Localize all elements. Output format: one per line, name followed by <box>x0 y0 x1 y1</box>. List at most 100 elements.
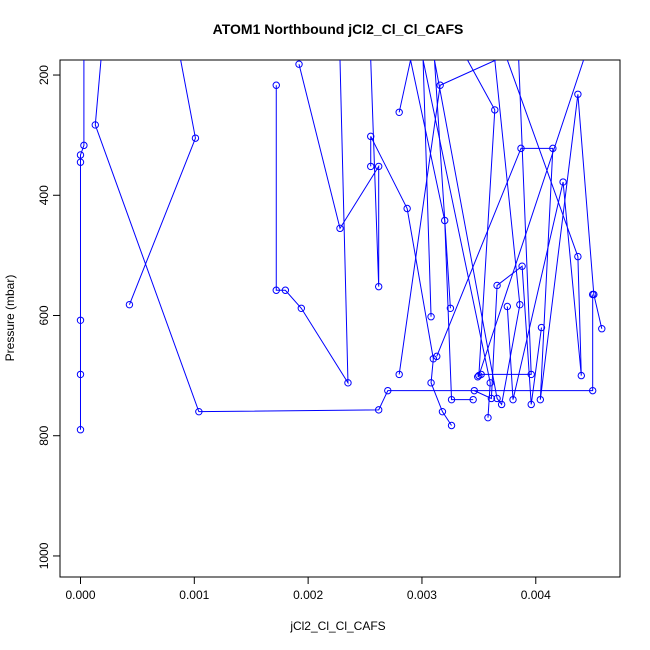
series-2 <box>91 60 597 416</box>
series-6 <box>367 132 456 430</box>
data-point <box>518 262 526 270</box>
data-point <box>125 300 134 309</box>
series-3 <box>125 60 200 309</box>
y-axis-label: Pressure (mbar) <box>3 275 17 362</box>
data-point <box>517 144 525 153</box>
data-point <box>295 60 303 68</box>
series-14 <box>503 60 585 404</box>
series-line <box>467 60 585 376</box>
series-line <box>275 60 349 385</box>
data-point <box>503 302 512 311</box>
data-point <box>536 395 545 404</box>
series-line <box>398 60 497 375</box>
data-point <box>516 300 524 309</box>
series-8 <box>395 60 497 379</box>
series-line <box>370 136 452 426</box>
data-point <box>395 108 403 117</box>
series-line <box>436 94 603 400</box>
series-15 <box>467 60 585 380</box>
x-tick-label: 0.001 <box>179 588 209 602</box>
data-point <box>367 132 375 141</box>
data-point <box>76 151 85 159</box>
data-point <box>395 370 403 379</box>
y-tick-label: 400 <box>37 185 51 205</box>
data-point <box>91 121 99 129</box>
data-point <box>491 106 499 114</box>
y-axis: 200 400 600 800 1000 <box>37 65 60 569</box>
data-point <box>272 81 280 89</box>
data-point <box>497 400 506 409</box>
chart-title: ATOM1 Northbound jCl2_Cl_Cl_CAFS <box>213 21 464 37</box>
data-point <box>297 304 305 312</box>
data-point <box>493 394 501 403</box>
data-point <box>272 286 280 294</box>
series-line <box>477 60 532 378</box>
data-point <box>80 141 88 150</box>
series-5 <box>295 60 383 291</box>
data-point <box>537 323 546 332</box>
series-12 <box>470 262 546 409</box>
x-axis-label: jCl2_Cl_Cl_CAFS <box>289 619 385 633</box>
data-point <box>195 407 203 416</box>
data-point <box>470 386 479 395</box>
data-point <box>433 352 441 361</box>
data-point <box>344 379 352 387</box>
data-point <box>577 371 585 380</box>
data-point <box>598 325 606 333</box>
data-point <box>427 379 435 387</box>
series-line <box>79 60 85 430</box>
data-point <box>281 286 290 294</box>
x-tick-label: 0.003 <box>407 588 437 602</box>
x-axis: 0.000 0.001 0.002 0.003 0.004 <box>65 577 551 602</box>
data-point <box>486 379 494 387</box>
data-point <box>469 395 477 404</box>
data-point <box>590 290 598 299</box>
series-line <box>94 60 594 413</box>
data-point <box>191 134 200 142</box>
data-point <box>509 395 517 404</box>
series-13 <box>474 60 535 381</box>
series-1 <box>76 60 88 434</box>
data-point <box>367 162 375 171</box>
data-point <box>438 407 447 416</box>
y-tick-label: 800 <box>37 425 51 445</box>
data-point <box>574 252 582 261</box>
data-point <box>493 281 501 290</box>
data-point <box>447 395 456 404</box>
series-line <box>433 60 521 406</box>
data-point <box>447 421 456 430</box>
y-tick-label: 600 <box>37 305 51 325</box>
x-tick-label: 0.004 <box>521 588 551 602</box>
y-tick-label: 1000 <box>37 542 51 569</box>
series-10 <box>433 60 524 409</box>
data-point <box>487 394 496 403</box>
data-point <box>403 204 411 213</box>
data-point <box>527 370 535 379</box>
series-line <box>128 60 196 305</box>
plot-frame <box>59 59 621 578</box>
data-point <box>559 178 567 186</box>
data-point <box>336 224 344 233</box>
data-point <box>427 313 435 321</box>
data-point <box>475 371 483 380</box>
data-point <box>76 370 85 379</box>
series-4 <box>272 60 352 387</box>
data-point <box>574 90 582 98</box>
series-9 <box>422 60 494 422</box>
x-tick-label: 0.000 <box>65 588 95 602</box>
data-point <box>375 162 383 171</box>
x-tick-label: 0.002 <box>293 588 323 602</box>
y-tick-label: 200 <box>37 65 51 85</box>
data-point <box>484 413 492 422</box>
data-point <box>375 406 383 414</box>
data-point <box>76 316 85 324</box>
series-line <box>298 60 380 287</box>
data-point <box>375 282 383 291</box>
data-point <box>384 386 392 395</box>
data-point <box>76 426 85 434</box>
data-point <box>76 158 85 166</box>
data-point <box>446 304 455 312</box>
series-layer <box>76 60 606 434</box>
data-point <box>588 386 597 395</box>
